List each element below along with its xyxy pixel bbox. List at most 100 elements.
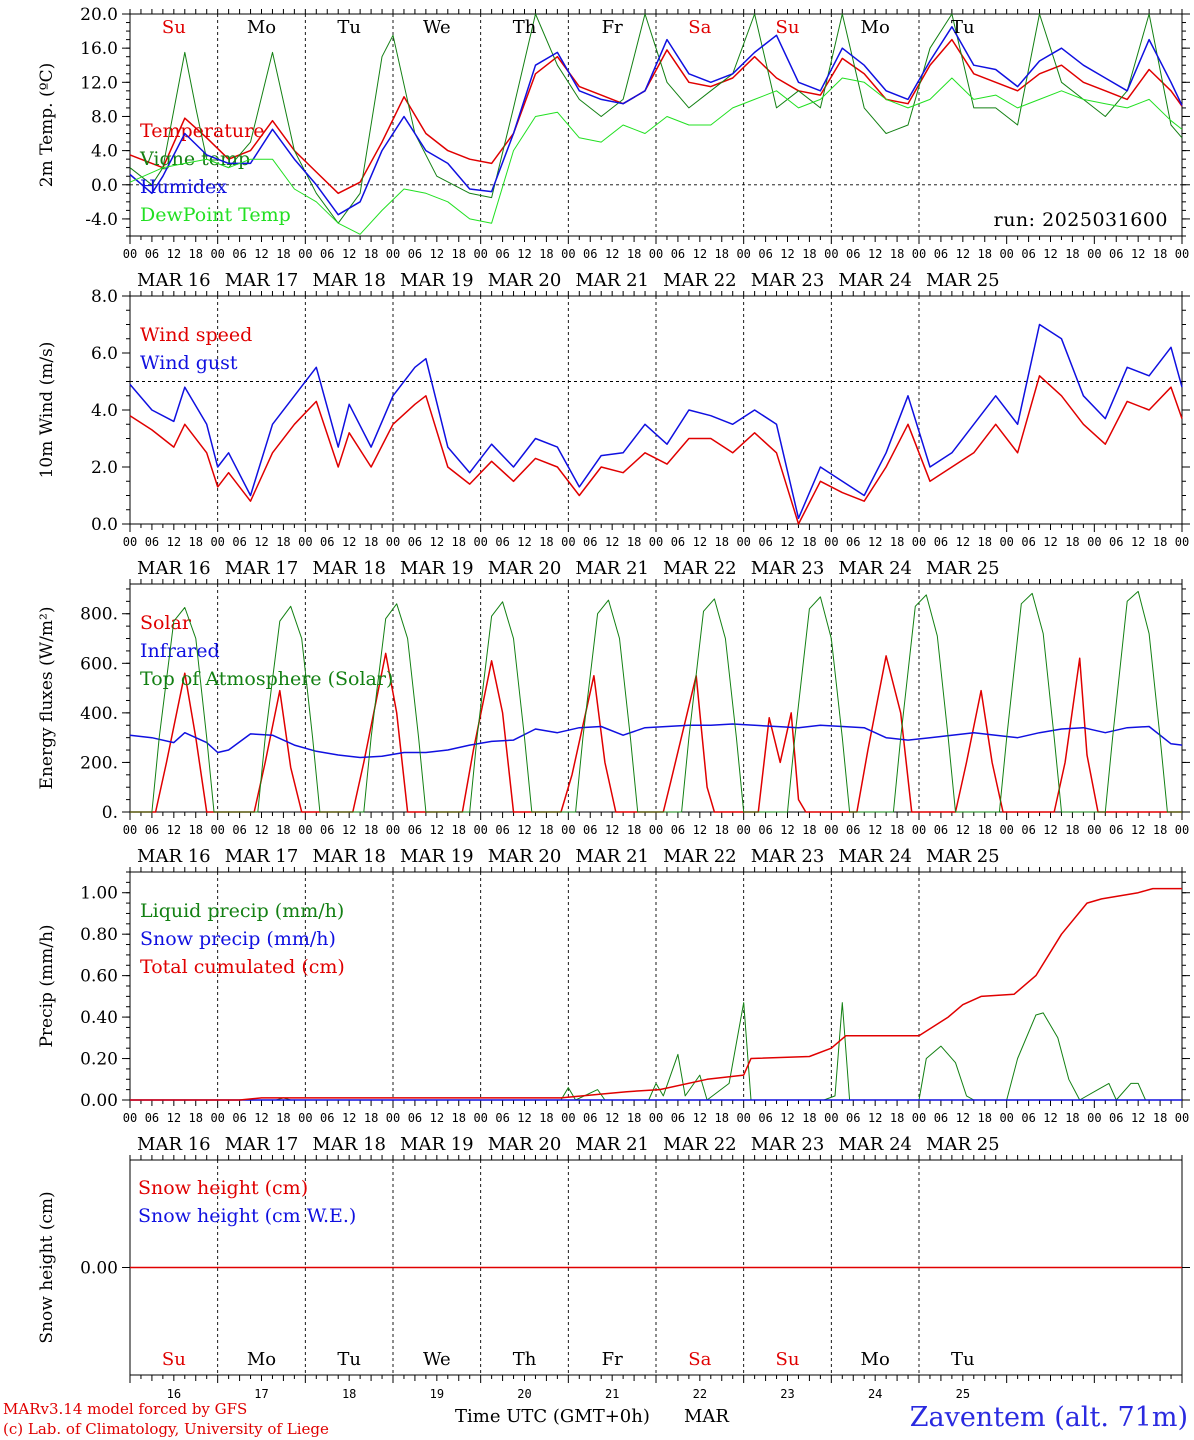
day-name-bottom: Sa — [688, 1349, 711, 1370]
legend-entry: Infrared — [140, 640, 220, 662]
hour-label: 18 — [1153, 535, 1167, 549]
y-tick-label: 8.0 — [91, 287, 118, 307]
y-tick-label: 4.0 — [91, 401, 118, 421]
date-label: MAR 17 — [225, 1134, 299, 1155]
hour-label: 18 — [890, 1111, 904, 1125]
hour-label: 00 — [298, 823, 312, 837]
hour-label: 00 — [298, 247, 312, 261]
hour-label: 00 — [561, 247, 575, 261]
legend-entry: Wind speed — [140, 324, 252, 346]
date-label: MAR 25 — [926, 558, 1000, 579]
hour-label: 06 — [495, 1111, 509, 1125]
date-label: MAR 18 — [312, 1134, 386, 1155]
y-tick-label: 6.0 — [91, 344, 118, 364]
y-tick-label: 800. — [80, 605, 118, 625]
y-tick-label: 400. — [80, 704, 118, 724]
hour-label: 00 — [210, 535, 224, 549]
hour-label: 06 — [320, 247, 334, 261]
y-tick-label: 200. — [80, 753, 118, 773]
hour-label: 18 — [978, 1111, 992, 1125]
day-number: 25 — [956, 1387, 970, 1401]
hour-label: 06 — [1109, 1111, 1123, 1125]
hour-label: 18 — [627, 247, 641, 261]
y-tick-label: 8.0 — [91, 107, 118, 127]
hour-label: 18 — [452, 535, 466, 549]
hour-label: 00 — [298, 1111, 312, 1125]
hour-label: 18 — [539, 1111, 553, 1125]
day-name-top: Mo — [247, 17, 276, 38]
date-label: MAR 22 — [663, 558, 737, 579]
y-tick-label: 0.60 — [80, 967, 118, 987]
y-axis-label: Precip (mm/h) — [37, 924, 57, 1047]
legend-entry: Solar — [140, 612, 192, 634]
hour-label: 06 — [1021, 1111, 1035, 1125]
hour-label: 06 — [232, 535, 246, 549]
y-tick-label: 0.20 — [80, 1050, 118, 1070]
hour-label: 00 — [210, 823, 224, 837]
hour-label: 12 — [693, 823, 707, 837]
hour-label: 18 — [715, 535, 729, 549]
day-number: 24 — [868, 1387, 882, 1401]
date-label: MAR 16 — [137, 270, 211, 291]
hour-label: 18 — [189, 1111, 203, 1125]
hour-label: 06 — [934, 535, 948, 549]
hour-label: 00 — [999, 247, 1013, 261]
hour-label: 12 — [605, 247, 619, 261]
series-line-temperature — [129, 38, 1183, 195]
hour-label: 12 — [956, 1111, 970, 1125]
date-label: MAR 18 — [312, 558, 386, 579]
hour-label: 06 — [408, 823, 422, 837]
y-tick-label: 1.00 — [80, 884, 118, 904]
hour-label: 00 — [473, 1111, 487, 1125]
hour-label: 06 — [145, 247, 159, 261]
y-tick-label: 0.40 — [80, 1008, 118, 1028]
hour-label: 12 — [167, 535, 181, 549]
footer: MARv3.14 model forced by GFS (c) Lab. of… — [0, 1400, 1194, 1440]
hour-label: 12 — [430, 247, 444, 261]
series-line-wind-speed — [129, 375, 1183, 525]
hour-label: 06 — [320, 823, 334, 837]
hour-label: 18 — [890, 247, 904, 261]
date-label: MAR 20 — [488, 558, 562, 579]
hour-label: 12 — [605, 535, 619, 549]
panel-precip: 1.00 0.80 0.60 0.40 0.20 0.00 Precip (mm/h) 00 0… — [37, 867, 1190, 1155]
hour-label: 00 — [210, 1111, 224, 1125]
day-number: 20 — [517, 1387, 531, 1401]
hour-label: 00 — [649, 535, 663, 549]
hour-label: 00 — [386, 823, 400, 837]
day-name-top: Fr — [602, 17, 623, 38]
hour-label: 18 — [539, 535, 553, 549]
date-label: MAR 17 — [225, 558, 299, 579]
day-name-bottom: Th — [513, 1349, 537, 1370]
x-axis-title: Time UTC (GMT+0h) — [455, 1406, 650, 1427]
hour-label: 18 — [189, 247, 203, 261]
day-name-top: We — [423, 17, 451, 38]
hour-label: 00 — [1175, 535, 1189, 549]
hour-label: 06 — [320, 1111, 334, 1125]
legend-entry: DewPoint Temp — [140, 204, 291, 226]
hour-label: 12 — [342, 823, 356, 837]
hour-label: 00 — [386, 1111, 400, 1125]
hour-label: 18 — [1153, 1111, 1167, 1125]
hour-label: 06 — [495, 247, 509, 261]
hour-label: 18 — [890, 823, 904, 837]
day-name-bottom: Tu — [337, 1349, 361, 1370]
hour-label: 00 — [1175, 1111, 1189, 1125]
y-tick-label: -4.0 — [85, 210, 118, 230]
hour-label: 18 — [452, 823, 466, 837]
hour-label: 06 — [408, 1111, 422, 1125]
hour-label: 12 — [1131, 247, 1145, 261]
run-label: run: 2025031600 — [994, 209, 1168, 231]
y-tick-label: 0.00 — [80, 1091, 118, 1111]
hour-label: 18 — [890, 535, 904, 549]
hour-label: 00 — [736, 1111, 750, 1125]
day-number: 23 — [780, 1387, 794, 1401]
hour-label: 18 — [802, 535, 816, 549]
y-tick-label: 600. — [80, 654, 118, 674]
hour-label: 06 — [583, 535, 597, 549]
hour-label: 06 — [758, 535, 772, 549]
date-label: MAR 17 — [225, 270, 299, 291]
hour-label: 18 — [364, 247, 378, 261]
hour-label: 06 — [934, 823, 948, 837]
hour-label: 00 — [473, 247, 487, 261]
